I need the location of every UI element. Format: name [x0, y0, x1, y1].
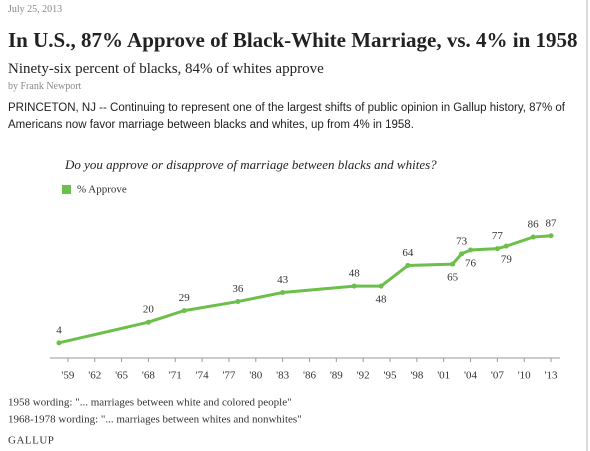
legend-swatch [62, 185, 71, 194]
x-tick-label: '10 [518, 370, 531, 382]
x-tick-label: '89 [330, 370, 343, 382]
point [530, 234, 536, 240]
x-tick-label: '92 [357, 370, 370, 382]
value-label: 76 [465, 257, 477, 269]
x-tick-label: '04 [464, 370, 477, 382]
value-label: 64 [402, 247, 414, 259]
lead: PRINCETON, NJ -- Continuing to represent… [8, 102, 565, 131]
source: GALLUP [8, 435, 54, 447]
x-tick-label: '77 [222, 370, 235, 382]
subheadline: Ninety-six percent of blacks, 84% of whi… [8, 61, 324, 77]
x-tick-label: '65 [115, 370, 128, 382]
legend-label: % Approve [77, 184, 127, 196]
point [351, 283, 357, 289]
point [548, 233, 554, 239]
x-tick-label: '74 [196, 370, 209, 382]
point [450, 261, 456, 267]
point [459, 251, 465, 257]
point [181, 308, 187, 314]
x-tick-label: '71 [169, 370, 182, 382]
value-label: 77 [492, 230, 504, 242]
value-label: 65 [447, 272, 459, 284]
value-label: 43 [277, 274, 289, 286]
x-tick-label: '62 [88, 370, 101, 382]
x-tick-label: '83 [276, 370, 289, 382]
x-tick-label: '80 [249, 370, 262, 382]
value-label: 73 [456, 235, 468, 247]
x-tick-label: '95 [384, 370, 397, 382]
point [468, 247, 474, 253]
value-label: 20 [143, 304, 155, 316]
value-label: 48 [376, 294, 388, 306]
date: July 25, 2013 [8, 4, 63, 15]
x-tick-label: '07 [491, 370, 504, 382]
x-tick-label: '68 [142, 370, 155, 382]
point [503, 243, 509, 249]
point [235, 299, 241, 305]
line [58, 234, 552, 345]
x-tick-label: '98 [410, 370, 423, 382]
byline: by Frank Newport [8, 81, 82, 92]
point [405, 262, 411, 268]
value-label: 4 [56, 324, 62, 336]
value-label: 36 [232, 283, 244, 295]
point [494, 246, 500, 252]
note: 1958 wording: "... marriages between whi… [8, 397, 292, 409]
value-label: 79 [501, 254, 513, 266]
x-tick-label: '13 [545, 370, 558, 382]
value-label: 87 [546, 217, 558, 229]
note: 1968-1978 wording: "... marriages betwee… [8, 414, 302, 426]
x-tick-label: '01 [437, 370, 450, 382]
x-tick-label: '59 [61, 370, 74, 382]
headline: In U.S., 87% Approve of Black-White Marr… [8, 28, 578, 52]
chart-title: Do you approve or disapprove of marriage… [64, 157, 437, 172]
point [56, 340, 62, 346]
point [145, 319, 151, 325]
point [280, 290, 286, 296]
x-tick-label: '86 [303, 370, 316, 382]
value-label: 48 [349, 268, 361, 280]
value-label: 86 [528, 219, 540, 231]
point [378, 283, 384, 289]
value-label: 29 [179, 292, 191, 304]
